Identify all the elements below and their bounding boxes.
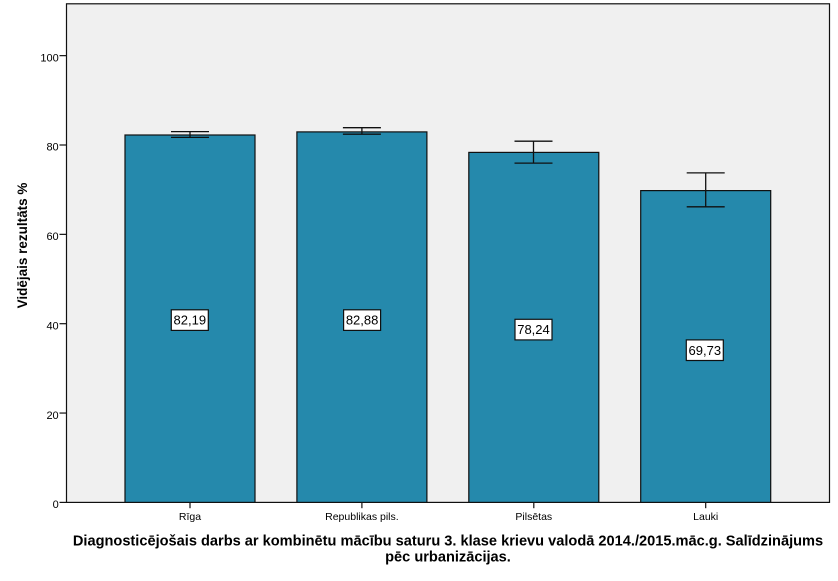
- svg-text:82,88: 82,88: [346, 313, 379, 328]
- svg-text:40: 40: [46, 320, 58, 332]
- svg-text:0: 0: [53, 499, 59, 511]
- svg-text:20: 20: [46, 410, 58, 422]
- svg-text:80: 80: [46, 142, 58, 154]
- svg-text:78,24: 78,24: [517, 322, 550, 337]
- svg-text:82,19: 82,19: [174, 313, 207, 328]
- svg-text:Lauki: Lauki: [693, 511, 718, 523]
- svg-text:Vidējais rezultāts %: Vidējais rezultāts %: [15, 183, 30, 309]
- svg-text:Pilsētas: Pilsētas: [515, 511, 552, 523]
- svg-text:100: 100: [40, 52, 58, 64]
- svg-text:69,73: 69,73: [689, 343, 722, 358]
- svg-text:pēc urbanizācijas.: pēc urbanizācijas.: [385, 549, 511, 565]
- svg-text:Rīga: Rīga: [179, 511, 201, 523]
- svg-text:60: 60: [46, 231, 58, 243]
- svg-text:Diagnosticējošais darbs ar kom: Diagnosticējošais darbs ar kombinētu māc…: [73, 533, 823, 549]
- svg-text:Republikas pils.: Republikas pils.: [325, 511, 399, 523]
